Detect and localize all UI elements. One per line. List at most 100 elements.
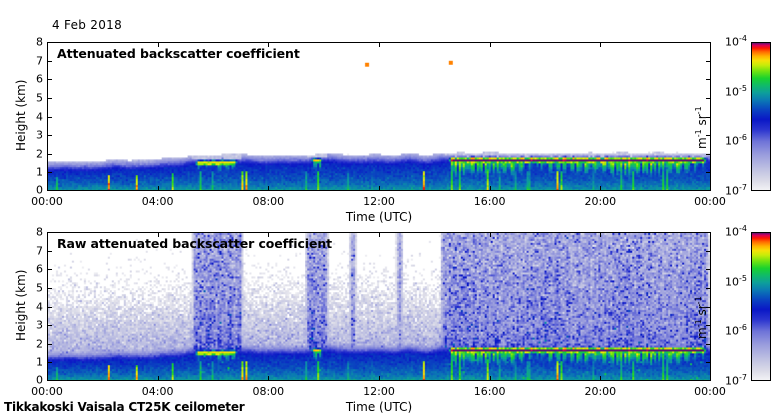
y-tick-right — [706, 79, 711, 81]
y-tick-right — [706, 172, 711, 174]
y-tick — [47, 153, 52, 155]
plot-panel-attenuated-backscatter — [47, 42, 711, 191]
x-tick-top — [489, 232, 491, 237]
x-tick-top — [268, 232, 270, 237]
y-tick-right — [706, 287, 711, 289]
x-tick-top — [157, 42, 159, 47]
x-ticklabel: 00:00 — [31, 385, 63, 398]
x-tick-top — [600, 42, 602, 47]
x-tick-top — [710, 232, 711, 237]
x-tick-top — [47, 232, 48, 237]
x-tick — [47, 186, 48, 191]
x-ticklabel: 16:00 — [473, 385, 506, 398]
y-tick — [47, 287, 52, 289]
colorbar-ticklabel: 10-7 — [725, 372, 747, 388]
x-ticklabel: 00:00 — [694, 385, 726, 398]
x-tick-top — [157, 232, 159, 237]
y-tick — [47, 97, 52, 99]
x-ticklabel: 08:00 — [252, 195, 285, 208]
colorbar-ticklabel: 10-5 — [725, 273, 747, 289]
y-ticklabel: 5 — [36, 91, 43, 105]
y-ticklabel: 7 — [36, 54, 43, 68]
y-ticklabel: 8 — [36, 35, 43, 49]
y-tick — [47, 269, 52, 271]
y-tick — [47, 306, 52, 308]
y-ticklabel: 6 — [36, 262, 43, 276]
y-tick-right — [706, 250, 711, 252]
x-tick-top — [710, 42, 711, 47]
y-ticklabel: 4 — [36, 110, 43, 123]
y-tick — [47, 250, 52, 252]
y-tick — [47, 172, 52, 174]
x-ticklabel: 20:00 — [584, 385, 617, 398]
heatmap-canvas-raw — [48, 233, 710, 380]
x-tick-top — [489, 42, 491, 47]
colorbar-ticklabel: 10-7 — [725, 182, 747, 198]
y-tick-right — [706, 190, 711, 191]
y-tick-right — [706, 97, 711, 99]
panel-title-processed: Attenuated backscatter coefficient — [57, 46, 300, 61]
colorbar-raw — [751, 232, 771, 381]
x-ticklabel: 00:00 — [31, 195, 63, 208]
colorbar-ticklabel: 10-6 — [725, 133, 747, 148]
x-tick — [710, 376, 711, 381]
y-tick — [47, 362, 52, 364]
heatmap-canvas-processed — [48, 43, 710, 190]
y-tick-right — [706, 380, 711, 381]
x-ticklabel: 20:00 — [584, 195, 617, 208]
x-tick — [379, 186, 380, 191]
y-ticklabel: 8 — [36, 225, 43, 239]
colorbar-ticklabel: 10-5 — [725, 83, 747, 99]
y-tick-right — [706, 343, 711, 345]
x-tick — [47, 376, 48, 381]
x-ticklabel: 08:00 — [252, 385, 285, 398]
y-axis-title: Height (km) — [14, 79, 28, 151]
y-tick-right — [706, 135, 711, 137]
y-tick — [47, 343, 52, 345]
y-ticklabel: 3 — [36, 318, 43, 332]
y-tick — [47, 135, 52, 137]
x-tick-top — [268, 42, 270, 47]
y-ticklabel: 3 — [36, 128, 43, 142]
y-ticklabel: 6 — [36, 72, 43, 86]
y-tick-right — [706, 325, 711, 327]
x-ticklabel: 00:00 — [694, 195, 726, 208]
colorbar-gradient — [752, 43, 770, 190]
y-tick — [47, 116, 52, 118]
y-ticklabel: 0 — [36, 183, 43, 197]
y-tick-right — [706, 269, 711, 271]
colorbar-unit-label: m-1 sr-1 — [694, 105, 709, 149]
y-tick-right — [706, 232, 711, 233]
y-tick — [47, 325, 52, 327]
footer-instrument-label: Tikkakoski Vaisala CT25K ceilometer — [4, 400, 245, 414]
colorbar-unit-label: m-1 sr-1 — [694, 295, 709, 339]
x-ticklabel: 16:00 — [473, 195, 506, 208]
x-tick — [710, 186, 711, 191]
colorbar-ticklabel: 10-4 — [725, 223, 747, 239]
x-ticklabel: 12:00 — [363, 385, 395, 398]
x-tick — [268, 376, 270, 381]
x-tick — [489, 186, 491, 191]
y-tick — [47, 60, 52, 62]
y-tick-right — [706, 306, 711, 308]
x-tick — [600, 376, 602, 381]
y-ticklabel: 5 — [36, 281, 43, 295]
y-tick — [47, 79, 52, 81]
y-tick — [47, 232, 52, 233]
y-tick-right — [706, 116, 711, 118]
y-ticklabel: 1 — [36, 165, 43, 179]
x-tick — [600, 186, 602, 191]
y-tick-right — [706, 60, 711, 62]
x-tick-top — [379, 42, 380, 47]
y-ticklabel: 2 — [36, 337, 43, 351]
colorbar-gradient — [752, 233, 770, 380]
y-axis-title: Height (km) — [14, 269, 28, 341]
x-axis-title: Time (UTC) — [345, 400, 413, 414]
x-ticklabel: 04:00 — [141, 195, 174, 208]
y-tick — [47, 42, 52, 43]
panel-title-raw: Raw attenuated backscatter coefficient — [57, 236, 333, 251]
colorbar-processed — [751, 42, 771, 191]
y-tick-right — [706, 153, 711, 155]
x-tick-top — [600, 232, 602, 237]
